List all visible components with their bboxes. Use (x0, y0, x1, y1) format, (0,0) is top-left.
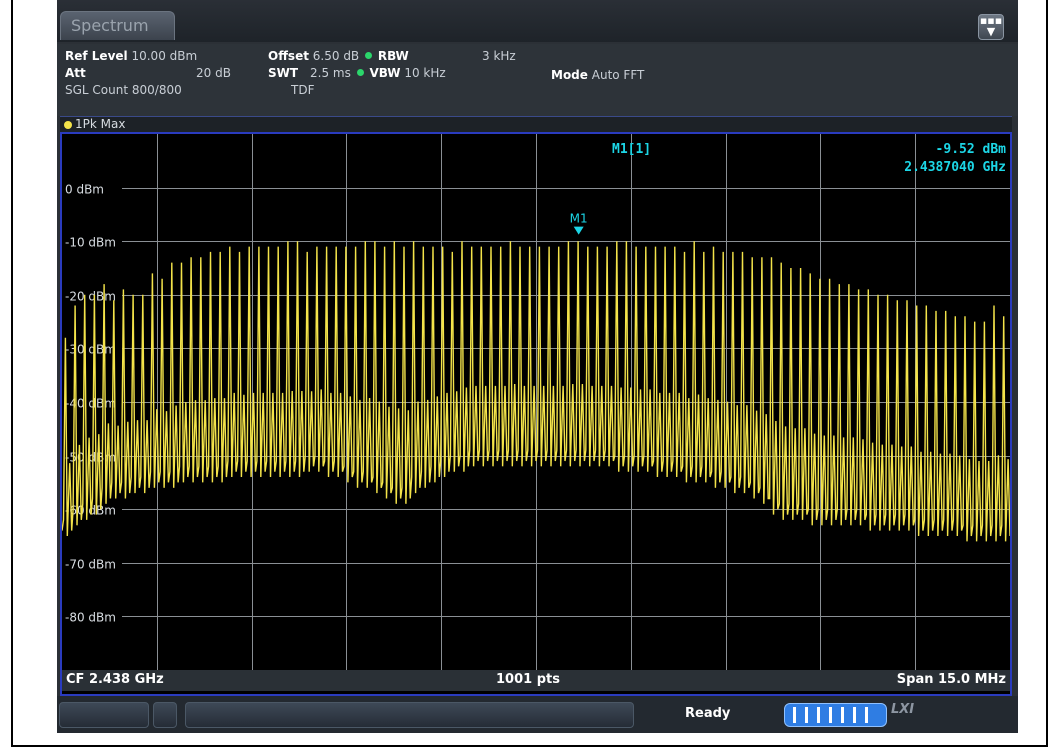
tab-bar: Spectrum ▪▪▪ ▼ (57, 0, 1018, 42)
y-tick-label: -40 dBm (65, 397, 116, 411)
status-message-field[interactable] (185, 702, 634, 728)
marker-title: M1[1] (612, 142, 651, 157)
frame-border-bottom (11, 745, 1048, 747)
y-tick-label: -50 dBm (65, 451, 116, 465)
tab-label: Spectrum (71, 16, 149, 35)
rbw-value[interactable]: 3 kHz (482, 49, 516, 63)
trace-color-dot-icon (64, 121, 72, 129)
lxi-icon: LXI (891, 702, 915, 717)
tab-spectrum[interactable]: Spectrum (60, 11, 175, 40)
y-tick-label-bg (62, 287, 122, 304)
grid (62, 134, 1010, 670)
settings-panel[interactable]: Ref Level 10.00 dBm Att 20 dB SGL Count … (57, 44, 1018, 116)
y-tick-label-bg (62, 555, 122, 572)
status-field-1[interactable] (59, 702, 149, 728)
progress-indicator (784, 703, 887, 727)
sweep-points: 1001 pts (496, 672, 560, 687)
trace-line (62, 241, 1010, 542)
trace-label-strip: 1Pk Max (60, 116, 1012, 133)
offset-value: 6.50 dB (312, 49, 360, 63)
ref-level-setting[interactable]: Ref Level 10.00 dBm (65, 49, 197, 63)
ref-level-label: Ref Level (65, 49, 128, 63)
offset-setting[interactable]: Offset 6.50 dB RBW (268, 49, 409, 63)
y-tick-label: -70 dBm (65, 558, 116, 572)
y-tick-label-bg (62, 608, 122, 625)
att-value: 20 dB (196, 66, 231, 80)
att-setting[interactable]: Att (65, 66, 86, 80)
vbw-value: 10 kHz (404, 66, 446, 80)
spectrum-plot[interactable]: 0 dBm -10 dBm -20 dBm -30 dBm -40 dBm -50 dBm… (62, 134, 1010, 670)
spectrum-diagram[interactable]: 0 dBm -10 dBm -20 dBm -30 dBm -40 dBm -50 dBm… (60, 132, 1012, 696)
mode-value: Auto FFT (591, 68, 645, 82)
swt-label: SWT (268, 66, 299, 80)
offset-label: Offset (268, 49, 309, 63)
y-tick-label-bg (62, 233, 122, 250)
vbw-label: VBW (369, 66, 401, 80)
status-field-2[interactable] (153, 702, 177, 728)
status-dot-icon (365, 52, 372, 59)
trace-label: 1Pk Max (75, 117, 126, 131)
mode-label: Mode (551, 68, 588, 82)
marker-triangle-icon (573, 226, 584, 235)
more-menu-button[interactable]: ▪▪▪ ▼ (978, 14, 1004, 40)
marker-frequency: 2.4387040 GHz (904, 160, 1006, 175)
y-tick-label-bg (62, 394, 122, 411)
swt-value: 2.5 ms (310, 66, 351, 80)
swt-setting[interactable]: SWT (268, 66, 298, 80)
sgl-count: SGL Count 800/800 (65, 83, 182, 97)
center-frequency: CF 2.438 GHz (66, 672, 164, 687)
span-label: Span 15.0 MHz (896, 672, 1006, 687)
att-label: Att (65, 66, 86, 80)
y-tick-label: -30 dBm (65, 343, 116, 357)
y-tick-label: 0 dBm (65, 183, 104, 197)
y-tick-label: -20 dBm (65, 290, 116, 304)
frame-border-left (11, 0, 13, 747)
trace-1 (62, 241, 1010, 542)
marker-level: -9.52 dBm (936, 142, 1007, 157)
swt-value-group[interactable]: 2.5 ms VBW 10 kHz (310, 66, 446, 80)
marker-m1[interactable]: M1 (570, 212, 588, 235)
status-dot-icon (356, 69, 364, 76)
marker-tag: M1 (570, 212, 588, 226)
tdf-label: TDF (291, 83, 315, 97)
analyzer-screen: Spectrum ▪▪▪ ▼ Ref Level 10.00 dBm Att 20… (57, 0, 1018, 733)
frame-border-right (1046, 0, 1048, 747)
mode-setting[interactable]: Mode Auto FFT (551, 68, 644, 82)
ref-level-value: 10.00 dBm (131, 49, 198, 63)
status-ready: Ready (685, 706, 731, 721)
status-bar: Ready LXI (57, 696, 1018, 733)
y-tick-label-bg (62, 340, 122, 357)
y-tick-label-bg (62, 180, 122, 197)
diagram-footer: CF 2.438 GHz 1001 pts Span 15.0 MHz (62, 670, 1010, 691)
y-tick-label: -10 dBm (65, 236, 116, 250)
more-menu-icon: ▪▪▪ ▼ (979, 14, 1003, 38)
rbw-label: RBW (377, 49, 409, 63)
y-tick-label: -80 dBm (65, 611, 116, 625)
